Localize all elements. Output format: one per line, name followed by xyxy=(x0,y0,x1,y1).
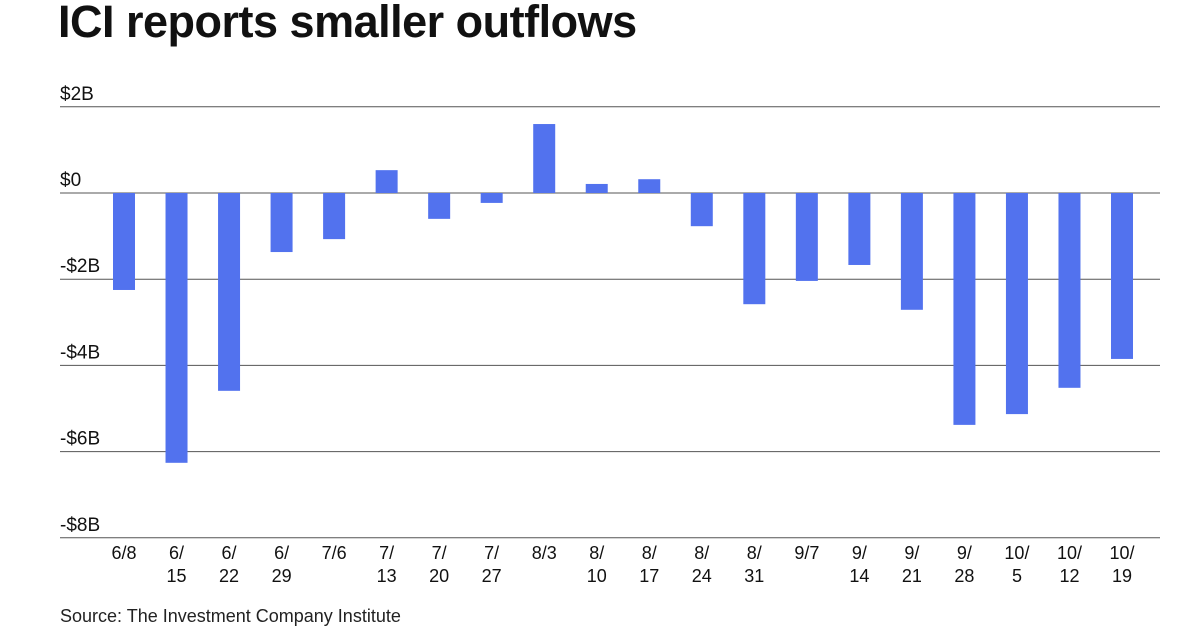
bar xyxy=(323,193,346,240)
bar xyxy=(638,179,661,193)
bar xyxy=(375,170,398,193)
x-tick-label: 13 xyxy=(377,566,397,586)
x-tick-label: 15 xyxy=(167,566,187,586)
x-tick-label: 8/ xyxy=(589,543,604,563)
source-note: Source: The Investment Company Institute xyxy=(60,606,401,626)
x-tick-label: 6/ xyxy=(274,543,289,563)
bar xyxy=(113,193,135,290)
x-tick-label: 7/6 xyxy=(322,543,347,563)
bar xyxy=(848,193,871,265)
bar xyxy=(218,193,241,391)
x-tick-label: 9/ xyxy=(957,543,972,563)
x-tick-label: 10/ xyxy=(1057,543,1082,563)
bar xyxy=(585,183,608,193)
x-tick-label: 22 xyxy=(219,566,239,586)
x-tick-label: 24 xyxy=(692,566,712,586)
bar xyxy=(1111,193,1133,359)
bar xyxy=(1005,193,1028,415)
chart-title: ICI reports smaller outflows xyxy=(58,0,637,47)
x-tick-label: 10/ xyxy=(1004,543,1029,563)
x-tick-label: 14 xyxy=(849,566,869,586)
x-tick-label: 8/ xyxy=(694,543,709,563)
bar xyxy=(270,193,293,253)
x-tick-label: 10/ xyxy=(1109,543,1134,563)
y-tick-label: -$8B xyxy=(60,515,100,536)
y-tick-label: -$2B xyxy=(60,256,100,277)
x-tick-label: 20 xyxy=(429,566,449,586)
x-tick-label: 28 xyxy=(954,566,974,586)
x-tick-label: 21 xyxy=(902,566,922,586)
bar xyxy=(533,124,556,193)
x-tick-label: 31 xyxy=(744,566,764,586)
x-tick-label: 6/ xyxy=(222,543,237,563)
x-tick-label: 7/ xyxy=(432,543,447,563)
bar xyxy=(690,193,713,227)
y-tick-label: -$4B xyxy=(60,342,100,363)
x-tick-label: 5 xyxy=(1012,566,1022,586)
x-tick-label: 9/ xyxy=(852,543,867,563)
x-tick-label: 9/ xyxy=(904,543,919,563)
x-tick-label: 19 xyxy=(1112,566,1132,586)
x-tick-label: 7/ xyxy=(484,543,499,563)
y-tick-label: $2B xyxy=(60,84,94,105)
x-tick-label: 9/7 xyxy=(794,543,819,563)
x-tick-label: 8/ xyxy=(747,543,762,563)
bar xyxy=(900,193,923,310)
x-tick-label: 6/ xyxy=(169,543,184,563)
bar xyxy=(480,193,503,203)
bar xyxy=(743,193,766,305)
y-tick-label: $0 xyxy=(60,170,81,191)
x-tick-label: 12 xyxy=(1059,566,1079,586)
bar xyxy=(428,193,451,219)
bar xyxy=(953,193,976,425)
x-tick-label: 10 xyxy=(587,566,607,586)
bar xyxy=(795,193,818,281)
x-tick-label: 6/8 xyxy=(111,543,136,563)
x-tick-label: 8/3 xyxy=(532,543,557,563)
x-tick-label: 7/ xyxy=(379,543,394,563)
x-tick-label: 17 xyxy=(639,566,659,586)
y-tick-label: -$6B xyxy=(60,429,100,450)
x-tick-label: 29 xyxy=(272,566,292,586)
bar xyxy=(1058,193,1081,388)
x-tick-label: 8/ xyxy=(642,543,657,563)
x-tick-label: 27 xyxy=(482,566,502,586)
bar xyxy=(165,193,188,463)
